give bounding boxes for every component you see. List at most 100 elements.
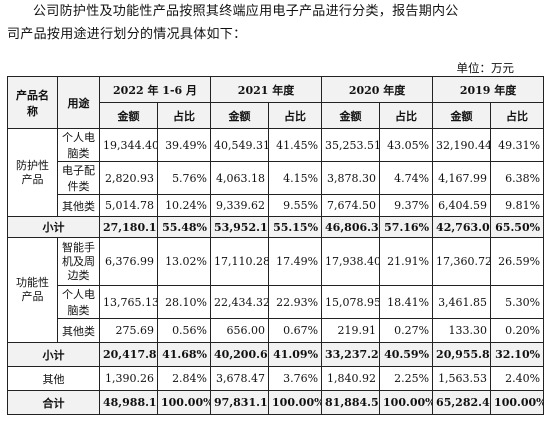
table-row: 功能性产品 智能手机及周边类 6,376.99 13.02% 17,110.28… (7, 237, 545, 343)
header-ratio: 占比 (156, 102, 212, 129)
amount-cell: 6,376.99 (99, 237, 158, 286)
amount-cell: 42,763.02 (432, 216, 492, 238)
ratio-cell: 22.93% (268, 285, 323, 319)
amount-cell: 219.91 (321, 318, 381, 343)
ratio-cell: 9.55% (268, 194, 323, 217)
amount-cell: 81,884.50 (321, 390, 381, 415)
ratio-cell: 2.40% (490, 366, 545, 391)
amount-cell: 1,563.53 (432, 366, 492, 391)
header-period: 2021 年度 (210, 76, 323, 103)
ratio-cell: 41.09% (268, 342, 323, 367)
amount-cell: 1,840.92 (321, 366, 381, 391)
table-row: 电子配件类 2,820.93 5.76% 4,063.18 4.15% 3,87… (8, 161, 545, 195)
ratio-cell: 55.48% (156, 216, 212, 238)
amount-cell: 27,180.12 (99, 216, 158, 238)
header-amount: 金额 (99, 102, 158, 129)
amount-cell: 5,014.78 (99, 194, 158, 217)
ratio-cell: 28.10% (156, 285, 212, 319)
amount-cell: 3,878.30 (321, 161, 381, 195)
ratio-cell: 39.49% (156, 128, 212, 162)
amount-cell: 97,831.18 (210, 390, 270, 415)
table-row: 个人电脑类 13,765.13 28.10% 22,434.32 22.93% … (8, 285, 545, 319)
ratio-cell: 21.91% (379, 237, 434, 286)
amount-cell: 9,339.62 (210, 194, 270, 217)
ratio-cell: 0.67% (268, 318, 323, 343)
ratio-cell: 43.05% (379, 128, 434, 162)
amount-cell: 40,200.60 (210, 342, 270, 367)
subtotal-row: 小计 27,180.12 55.48% 53,952.12 55.15% 46,… (7, 216, 545, 238)
ratio-cell: 13.02% (156, 237, 212, 286)
amount-cell: 20,955.88 (432, 342, 492, 367)
table-row: 防护性产品 个人电脑类 19,344.40 39.49% 40,549.31 4… (7, 128, 545, 217)
ratio-cell: 0.27% (379, 318, 434, 343)
other-label: 其他 (7, 366, 100, 391)
amount-cell: 3,678.47 (210, 366, 270, 391)
ratio-cell: 3.76% (268, 366, 323, 391)
ratio-cell: 100.00% (268, 390, 323, 415)
amount-cell: 46,806.31 (321, 216, 381, 238)
ratio-cell: 5.76% (156, 161, 212, 195)
ratio-cell: 0.56% (156, 318, 212, 343)
amount-cell: 20,417.81 (99, 342, 158, 367)
category-cell: 防护性产品 (7, 128, 58, 217)
amount-cell: 48,988.18 (99, 390, 158, 415)
intro-line-1: 公司防护性及功能性产品按照其终端应用电子产品进行分类，报告期内公 (33, 4, 459, 19)
amount-cell: 7,674.50 (321, 194, 381, 217)
ratio-cell: 32.10% (490, 342, 545, 367)
amount-cell: 133.30 (432, 318, 492, 343)
ratio-cell: 9.81% (490, 194, 545, 217)
ratio-cell: 2.25% (379, 366, 434, 391)
ratio-cell: 4.74% (379, 161, 434, 195)
other-row: 其他 1,390.26 2.84% 3,678.47 3.76% 1,840.9… (7, 366, 545, 391)
header-amount: 金额 (432, 102, 492, 129)
total-row: 合计 48,988.18 100.00% 97,831.18 100.00% 8… (7, 390, 545, 415)
header-amount: 金额 (321, 102, 381, 129)
ratio-cell: 4.15% (268, 161, 323, 195)
amount-cell: 17,938.40 (321, 237, 381, 286)
ratio-cell: 100.00% (490, 390, 545, 415)
amount-cell: 65,282.42 (432, 390, 492, 415)
ratio-cell: 10.24% (156, 194, 212, 217)
amount-cell: 2,820.93 (99, 161, 158, 195)
amount-cell: 13,765.13 (99, 285, 158, 319)
amount-cell: 17,110.28 (210, 237, 270, 286)
category-cell: 功能性产品 (7, 237, 58, 343)
unit-label: 单位：万元 (456, 61, 515, 75)
use-cell: 其他类 (57, 318, 100, 343)
amount-cell: 4,167.99 (432, 161, 492, 195)
header-ratio: 占比 (379, 102, 434, 129)
ratio-cell: 18.41% (379, 285, 434, 319)
ratio-cell: 26.59% (490, 237, 545, 286)
header-period: 2022 年 1-6 月 (98, 76, 212, 103)
amount-cell: 17,360.72 (432, 237, 492, 286)
subtotal-label: 小计 (7, 342, 100, 367)
ratio-cell: 0.20% (490, 318, 545, 343)
subtotal-label: 小计 (7, 216, 100, 238)
amount-cell: 275.69 (99, 318, 158, 343)
amount-cell: 33,237.27 (321, 342, 381, 367)
table-row: 其他类 275.69 0.56% 656.00 0.67% 219.91 0.2… (8, 318, 545, 343)
amount-cell: 4,063.18 (210, 161, 270, 195)
amount-cell: 40,549.31 (210, 128, 270, 162)
ratio-cell: 100.00% (156, 390, 212, 415)
amount-cell: 32,190.44 (432, 128, 492, 162)
header-category: 产品名称 (7, 76, 58, 129)
ratio-cell: 2.84% (156, 366, 212, 391)
amount-cell: 53,952.12 (210, 216, 270, 238)
ratio-cell: 57.16% (379, 216, 434, 238)
product-use-table: 产品名称 用途 2022 年 1-6 月 2021 年度 2020 年度 201… (7, 76, 545, 415)
amount-cell: 22,434.32 (210, 285, 270, 319)
header-ratio: 占比 (490, 102, 545, 129)
amount-cell: 15,078.95 (321, 285, 381, 319)
use-cell: 个人电脑类 (57, 128, 100, 162)
amount-cell: 3,461.85 (432, 285, 492, 319)
ratio-cell: 6.38% (490, 161, 545, 195)
use-cell: 个人电脑类 (57, 285, 100, 319)
use-cell: 智能手机及周边类 (57, 237, 100, 286)
ratio-cell: 49.31% (490, 128, 545, 162)
header-amount: 金额 (210, 102, 270, 129)
ratio-cell: 40.59% (379, 342, 434, 367)
amount-cell: 6,404.59 (432, 194, 492, 217)
ratio-cell: 41.45% (268, 128, 323, 162)
ratio-cell: 17.49% (268, 237, 323, 286)
